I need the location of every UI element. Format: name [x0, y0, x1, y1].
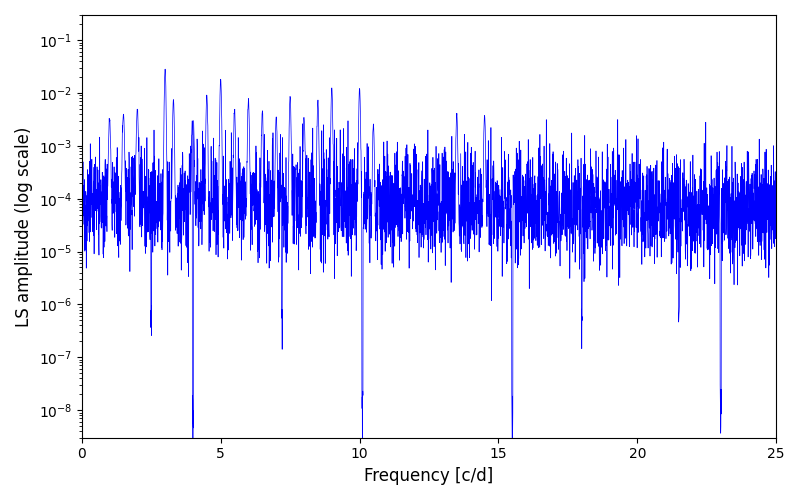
X-axis label: Frequency [c/d]: Frequency [c/d] [364, 467, 494, 485]
Y-axis label: LS amplitude (log scale): LS amplitude (log scale) [15, 126, 33, 326]
